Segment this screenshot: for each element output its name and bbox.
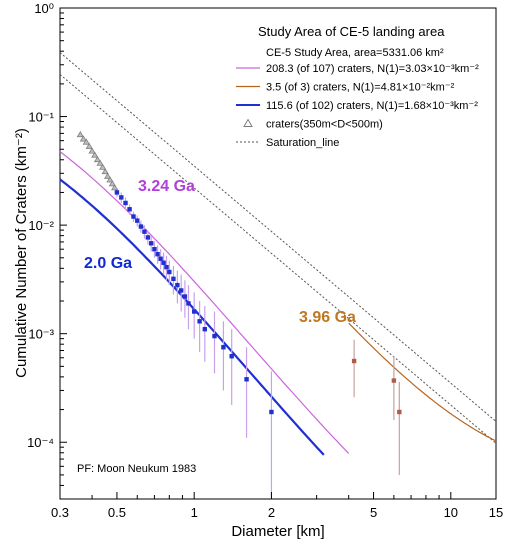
data-point	[164, 264, 169, 270]
data-point	[397, 409, 402, 415]
isochron-lines	[59, 151, 497, 456]
data-point-triangle	[104, 172, 112, 179]
data-point	[145, 235, 151, 240]
data-point-triangle	[85, 142, 93, 149]
data-point-triangle	[111, 184, 119, 191]
data-point	[178, 288, 184, 293]
data-point-triangle	[82, 138, 90, 145]
y-tick-label: 10⁻⁴	[27, 435, 54, 450]
data-point	[182, 294, 188, 299]
data-point	[186, 301, 191, 306]
data-point	[167, 269, 172, 275]
data-point	[197, 319, 202, 324]
data-point	[202, 326, 208, 332]
x-axis-ticks: 0.3 0.5 1 2 5 10 15	[51, 492, 503, 520]
data-point	[212, 333, 217, 339]
y-axis-ticks: 10⁻⁴ 10⁻³ 10⁻² 10⁻¹ 10⁰	[27, 1, 67, 500]
data-point-triangle	[79, 135, 87, 142]
legend-entry-label: 3.5 (of 3) craters, N(1)=4.81×10⁻²km⁻²	[266, 82, 455, 94]
data-point-triangle	[101, 168, 109, 175]
data-point	[391, 378, 397, 383]
data-point-triangle	[88, 147, 96, 154]
x-tick-label: 0.5	[108, 505, 126, 520]
age-label-orange: 3.96 Ga	[299, 309, 356, 326]
production-function-label: PF: Moon Neukum 1983	[77, 463, 196, 475]
plot-frame	[59, 7, 497, 500]
data-point	[114, 190, 120, 195]
x-tick-label: 1	[191, 505, 198, 520]
y-tick-label: 10⁻²	[28, 218, 54, 233]
saturation-lines	[59, 52, 497, 444]
y-tick-label: 10⁰	[34, 1, 54, 16]
data-point	[152, 247, 157, 252]
legend-entry-label: Saturation_line	[266, 137, 339, 149]
age-label-purple: 3.24 Ga	[138, 178, 195, 195]
data-point	[135, 218, 140, 223]
legend-area-text: CE-5 Study Area, area=5331.06 km²	[266, 47, 444, 59]
data-point	[158, 256, 163, 261]
x-tick-label: 0.3	[51, 505, 69, 520]
data-point	[138, 224, 144, 229]
data-point	[221, 345, 226, 350]
age-label-blue: 2.0 Ga	[84, 255, 132, 272]
data-point	[351, 358, 357, 364]
legend: Study Area of CE-5 landing area CE-5 Stu…	[236, 24, 479, 149]
data-point	[229, 354, 234, 359]
data-point	[161, 260, 166, 265]
y-tick-label: 10⁻¹	[28, 110, 54, 125]
x-tick-label: 5	[370, 505, 377, 520]
x-tick-label: 2	[268, 505, 275, 520]
data-point	[191, 309, 197, 314]
data-point	[244, 377, 249, 382]
data-point	[155, 251, 160, 257]
legend-entry-label: 208.3 (of 107) craters, N(1)=3.03×10⁻³km…	[266, 63, 479, 75]
legend-title: Study Area of CE-5 landing area	[258, 24, 445, 39]
data-point	[175, 282, 180, 288]
legend-entries: 208.3 (of 107) craters, N(1)=3.03×10⁻³km…	[236, 63, 479, 149]
data-point	[123, 200, 128, 206]
x-tick-label: 10	[444, 505, 458, 520]
data-point	[127, 207, 132, 212]
saturation-line-2	[59, 74, 497, 444]
isochron-line-3	[348, 322, 497, 442]
data-point-triangle	[99, 163, 107, 170]
data-point-triangle	[91, 151, 99, 158]
isochron-line-2	[59, 178, 325, 456]
legend-entry-label: 115.6 (of 102) craters, N(1)=1.68×10⁻³km…	[266, 100, 478, 112]
data-point	[131, 214, 136, 219]
data-point	[269, 409, 274, 415]
data-point-triangle	[108, 180, 117, 187]
data-point	[171, 276, 176, 282]
legend-swatch-triangle	[243, 118, 253, 127]
error-bars	[116, 187, 400, 499]
y-axis-title: Cumulative Number of Craters (km⁻²)	[13, 128, 30, 378]
data-point-triangle	[96, 159, 104, 166]
y-tick-label: 10⁻³	[28, 327, 54, 342]
data-point	[142, 229, 147, 234]
saturation-line-1	[59, 52, 497, 422]
data-point-triangle	[93, 156, 102, 163]
x-axis-title: Diameter [km]	[231, 523, 324, 540]
data-point-triangle	[106, 176, 114, 183]
isochron-line-1	[59, 151, 350, 454]
data-point	[119, 195, 124, 200]
data-point-triangle	[76, 131, 84, 138]
data-point	[149, 241, 154, 246]
data-points	[76, 131, 402, 415]
legend-entry-label: craters(350m<D<500m)	[266, 119, 383, 131]
x-tick-label: 15	[489, 505, 503, 520]
